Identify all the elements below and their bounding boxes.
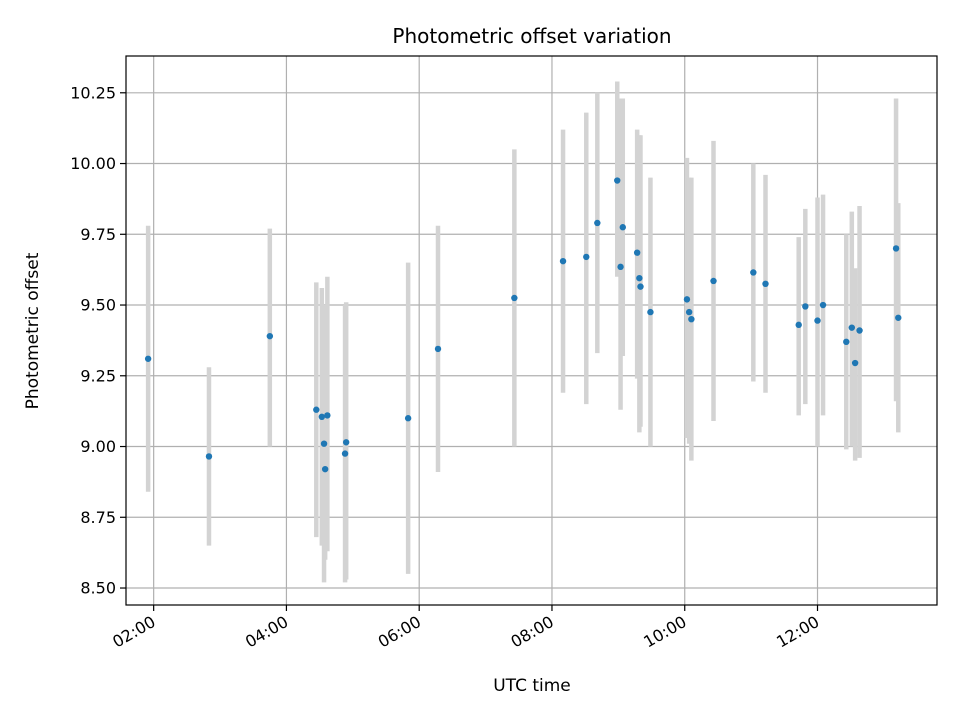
y-axis-label: Photometric offset [23,252,43,409]
data-point [559,257,567,265]
data-point [892,245,900,252]
y-tick-label: 9.75 [80,225,116,244]
y-tick-label: 9.50 [80,296,116,315]
data-point [710,277,717,285]
data-point [685,308,693,316]
data-points [144,177,902,473]
data-point [321,465,329,473]
data-point [617,263,624,271]
y-tick-label: 8.50 [80,579,116,598]
data-point [688,315,695,323]
y-tick-label: 9.25 [80,366,116,385]
data-point [795,321,802,329]
data-point [762,280,769,288]
chart-title: Photometric offset variation [392,24,671,48]
data-point [819,301,827,309]
data-point [637,283,644,290]
data-point [342,439,350,446]
data-point [594,219,601,227]
data-point [856,327,863,334]
data-point [583,253,590,261]
data-point [619,224,626,231]
data-point [843,338,850,346]
data-point [205,453,213,460]
y-axis-ticks: 8.50 8.75 9.00 9.25 9.50 9.75 10.00 10.25 [70,83,126,598]
data-point [144,355,152,362]
data-point [895,314,902,321]
y-tick-label: 8.75 [80,508,116,527]
y-tick-label: 9.00 [80,437,116,456]
data-point [633,249,641,256]
data-point [313,406,320,413]
data-point [636,274,643,282]
data-point [320,440,328,447]
data-point [324,412,331,419]
data-point [647,308,654,316]
data-point [848,324,856,331]
data-point [434,345,442,353]
x-axis-label: UTC time [493,676,571,696]
data-point [683,296,691,303]
data-point [511,294,518,302]
data-point [814,317,821,324]
grid [126,56,937,605]
data-point [318,413,326,421]
data-point [341,450,349,457]
data-point [614,177,621,184]
data-point [404,415,412,422]
y-tick-label: 10.00 [70,154,116,173]
y-tick-label: 10.25 [70,83,116,102]
data-point [750,269,757,276]
plot-frame [125,55,938,606]
data-point [851,359,859,367]
data-point [266,332,274,340]
data-point [802,303,809,310]
